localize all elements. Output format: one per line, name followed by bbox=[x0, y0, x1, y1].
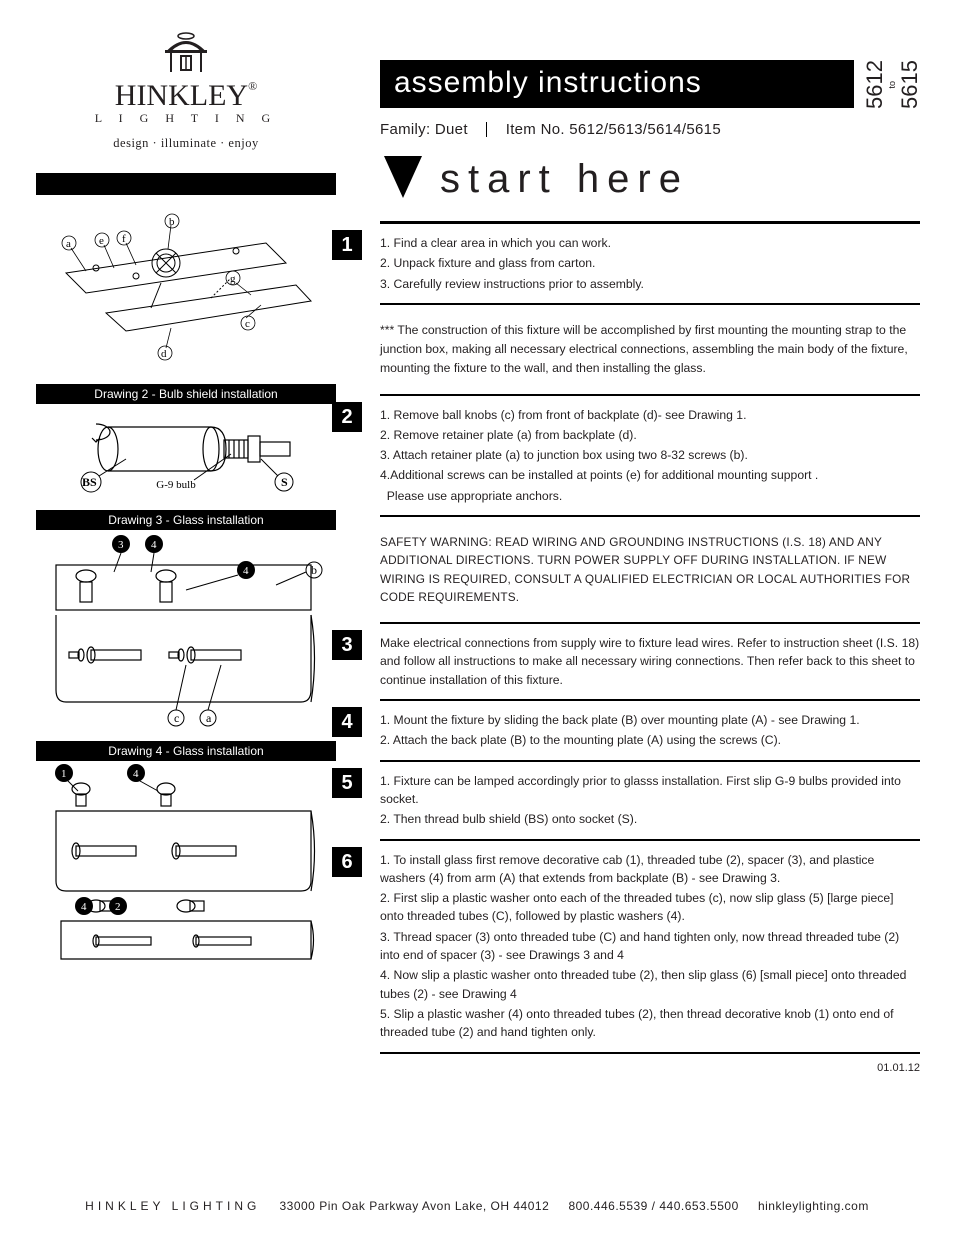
step-3: 3 Make electrical connections from suppl… bbox=[380, 622, 920, 701]
step5-line2: 2. Then thread bulb shield (BS) onto soc… bbox=[380, 810, 920, 828]
title-row: assembly instructions 5612 to 5615 bbox=[380, 60, 920, 109]
step-5: 5 1. Fixture can be lamped accordingly p… bbox=[380, 762, 920, 841]
page-title: assembly instructions bbox=[380, 60, 854, 108]
step-number: 2 bbox=[332, 402, 362, 432]
family-label: Family: Duet bbox=[380, 121, 468, 138]
logo-reg: ® bbox=[248, 79, 257, 93]
step6-line1: 1. To install glass first remove decorat… bbox=[380, 851, 920, 888]
model-range: 5612 to 5615 bbox=[854, 60, 920, 109]
drawing-4: 1 4 4 2 bbox=[36, 761, 336, 976]
svg-text:a: a bbox=[206, 711, 212, 725]
model-to: 5615 bbox=[901, 60, 920, 109]
step-number: 5 bbox=[332, 768, 362, 798]
step-content: 1. Remove ball knobs (c) from front of b… bbox=[380, 406, 920, 505]
step4-line2: 2. Attach the back plate (B) to the moun… bbox=[380, 731, 920, 749]
svg-text:G-9 bulb: G-9 bulb bbox=[156, 479, 196, 491]
footer-phone: 800.446.5539 / 440.653.5500 bbox=[568, 1199, 738, 1213]
model-to-word: to bbox=[889, 79, 897, 91]
drawing-1: a e f b g c d bbox=[36, 213, 336, 378]
step6-line3: 3. Thread spacer (3) onto threaded tube … bbox=[380, 928, 920, 965]
step-content: 1. To install glass first remove decorat… bbox=[380, 851, 920, 1042]
step-2: 2 1. Remove ball knobs (c) from front of… bbox=[380, 396, 920, 517]
svg-text:c: c bbox=[174, 711, 179, 725]
footer-address: 33000 Pin Oak Parkway Avon Lake, OH 4401… bbox=[279, 1199, 549, 1213]
step2-line4: 4.Additional screws can be installed at … bbox=[380, 466, 920, 484]
revision-date: 01.01.12 bbox=[380, 1054, 920, 1074]
step-content: 1. Mount the fixture by sliding the back… bbox=[380, 711, 920, 750]
start-here-text: start here bbox=[440, 157, 689, 202]
svg-text:4: 4 bbox=[151, 539, 157, 551]
footer-url: hinkleylighting.com bbox=[758, 1199, 869, 1213]
step2-line3: 3. Attach retainer plate (a) to junction… bbox=[380, 446, 920, 464]
step2-line2: 2. Remove retainer plate (a) from backpl… bbox=[380, 426, 920, 444]
svg-text:g: g bbox=[230, 273, 236, 285]
step-number: 6 bbox=[332, 847, 362, 877]
item-label: Item No. 5612/5613/5614/5615 bbox=[506, 121, 721, 138]
step-number: 3 bbox=[332, 630, 362, 660]
step1-line3: 3. Carefully review instructions prior t… bbox=[380, 275, 920, 293]
step-4: 4 1. Mount the fixture by sliding the ba… bbox=[380, 701, 920, 762]
step6-line5: 5. Slip a plastic washer (4) onto thread… bbox=[380, 1005, 920, 1042]
logo-icon bbox=[161, 30, 211, 77]
step6-line2: 2. First slip a plastic washer onto each… bbox=[380, 889, 920, 926]
safety-text: SAFETY WARNING: READ WIRING AND GROUNDIN… bbox=[380, 535, 910, 604]
svg-text:S: S bbox=[281, 475, 288, 489]
step1-line1: 1. Find a clear area in which you can wo… bbox=[380, 234, 920, 252]
svg-text:3: 3 bbox=[118, 539, 124, 551]
step-number: 1 bbox=[332, 230, 362, 260]
down-arrow-icon bbox=[380, 152, 426, 207]
drawing4-caption: Drawing 4 - Glass installation bbox=[36, 741, 336, 761]
drawing-3: 3 4 4 b c a bbox=[36, 530, 336, 735]
separator-icon bbox=[486, 122, 487, 137]
intro-text: *** The construction of this fixture wil… bbox=[380, 323, 908, 375]
svg-text:4: 4 bbox=[81, 901, 87, 913]
step-content: Make electrical connections from supply … bbox=[380, 634, 920, 689]
svg-text:4: 4 bbox=[133, 768, 139, 780]
left-column: HINKLEY® L I G H T I N G design · illumi… bbox=[36, 30, 336, 976]
svg-text:f: f bbox=[122, 233, 126, 245]
logo-tagline: design · illuminate · enjoy bbox=[36, 136, 336, 151]
step2-line1: 1. Remove ball knobs (c) from front of b… bbox=[380, 406, 920, 424]
svg-text:BS: BS bbox=[82, 475, 97, 489]
step2-line4b: Please use appropriate anchors. bbox=[380, 487, 920, 505]
step-content: 1. Fixture can be lamped accordingly pri… bbox=[380, 772, 920, 829]
svg-text:c: c bbox=[245, 318, 250, 330]
drawing-2: BS S G-9 bulb bbox=[36, 404, 336, 504]
svg-text:a: a bbox=[66, 238, 71, 250]
svg-text:1: 1 bbox=[61, 768, 67, 780]
step-1: 1 1. Find a clear area in which you can … bbox=[380, 224, 920, 305]
model-from: 5612 bbox=[866, 60, 885, 109]
footer: HINKLEY LIGHTING 33000 Pin Oak Parkway A… bbox=[0, 1199, 954, 1213]
family-line: Family: Duet Item No. 5612/5613/5614/561… bbox=[380, 109, 920, 146]
svg-text:4: 4 bbox=[243, 565, 249, 577]
intro-block: *** The construction of this fixture wil… bbox=[380, 305, 920, 396]
drawing2-caption: Drawing 2 - Bulb shield installation bbox=[36, 384, 336, 404]
step3-line1: Make electrical connections from supply … bbox=[380, 634, 920, 689]
svg-text:2: 2 bbox=[115, 901, 121, 913]
safety-warning: SAFETY WARNING: READ WIRING AND GROUNDIN… bbox=[380, 517, 920, 622]
step4-line1: 1. Mount the fixture by sliding the back… bbox=[380, 711, 920, 729]
logo-subtext: L I G H T I N G bbox=[36, 111, 336, 126]
drawing1-title-bar bbox=[36, 173, 336, 195]
right-column: assembly instructions 5612 to 5615 Famil… bbox=[380, 60, 920, 1074]
svg-text:b: b bbox=[169, 216, 175, 228]
step5-line1: 1. Fixture can be lamped accordingly pri… bbox=[380, 772, 920, 809]
drawing3-caption: Drawing 3 - Glass installation bbox=[36, 510, 336, 530]
step-number: 4 bbox=[332, 707, 362, 737]
start-here-row: start here bbox=[380, 146, 920, 224]
step-6: 6 1. To install glass first remove decor… bbox=[380, 841, 920, 1054]
step1-line2: 2. Unpack fixture and glass from carton. bbox=[380, 254, 920, 272]
logo-text: HINKLEY bbox=[115, 79, 248, 112]
step6-line4: 4. Now slip a plastic washer onto thread… bbox=[380, 966, 920, 1003]
footer-brand: HINKLEY LIGHTING bbox=[85, 1199, 260, 1213]
step-content: 1. Find a clear area in which you can wo… bbox=[380, 234, 920, 293]
svg-text:e: e bbox=[99, 235, 104, 247]
svg-text:b: b bbox=[311, 563, 317, 577]
logo-wordmark: HINKLEY® bbox=[36, 79, 336, 113]
svg-text:d: d bbox=[161, 348, 167, 360]
logo-block: HINKLEY® L I G H T I N G design · illumi… bbox=[36, 30, 336, 151]
